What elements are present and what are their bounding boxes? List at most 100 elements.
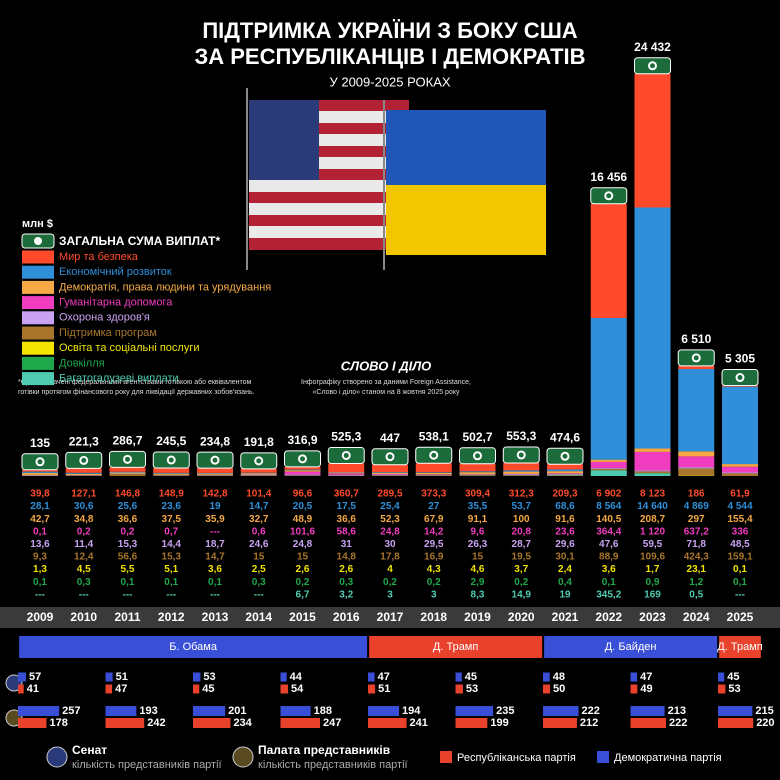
x-tick-label: 2013 <box>202 610 229 624</box>
x-tick-label: 2015 <box>289 610 316 624</box>
bar-segment <box>547 473 583 474</box>
senate-dem-bar <box>105 672 113 682</box>
bar-segment <box>284 469 321 471</box>
value-label: 15 <box>253 552 265 563</box>
value-label: 59,5 <box>643 539 663 550</box>
senate-dem-bar <box>718 672 725 682</box>
bar-total-label: 16 456 <box>590 170 627 184</box>
bar-segment <box>22 474 58 476</box>
senate-rep-bar <box>630 684 638 694</box>
dollar-icon <box>606 193 612 199</box>
value-label: 345,2 <box>596 589 621 600</box>
legend-label: Демократія, права людини та урядування <box>59 281 271 293</box>
bar-segment <box>503 471 540 474</box>
bar-segment <box>284 466 321 470</box>
bar-total-label: 553,3 <box>506 429 536 443</box>
x-tick-label: 2024 <box>683 610 710 624</box>
value-label: 155,4 <box>727 514 752 525</box>
legend-label: Охорона здоров'я <box>59 312 150 324</box>
legend-total: ЗАГАЛЬНА СУМА ВИПЛАТ* <box>59 234 220 248</box>
bar-segment <box>240 475 277 476</box>
senate-dem-bar <box>280 672 287 682</box>
value-label: 58,6 <box>337 526 357 537</box>
bar-total-label: 286,7 <box>112 433 142 447</box>
senate-rep-bar <box>718 684 726 694</box>
dollar-icon <box>37 459 43 465</box>
value-label: 96,6 <box>293 489 313 500</box>
value-label: 27 <box>428 501 440 512</box>
house-rep-bar <box>718 718 754 728</box>
value-label: 36,6 <box>337 514 357 525</box>
footnote: *Суми, сплачені федеральними агентствами… <box>18 378 252 386</box>
value-label: 3,2 <box>339 589 353 600</box>
dollar-icon <box>168 457 174 463</box>
value-label: 3 <box>431 589 437 600</box>
bar-segment <box>240 468 277 473</box>
value-label: 312,3 <box>509 489 534 500</box>
value-label: 9,6 <box>471 526 485 537</box>
house-dem-bar <box>368 706 400 716</box>
senate-dem-count: 53 <box>203 671 215 683</box>
senate-rep-bar <box>368 684 376 694</box>
value-label: 25,6 <box>118 501 138 512</box>
value-label: 2,6 <box>339 564 353 575</box>
bar-segment <box>590 467 627 469</box>
legend-swatch <box>22 311 54 325</box>
legend-label: Освіта та соціальні послуги <box>59 342 200 354</box>
source: «Слово і діло» станом на 8 жовтня 2025 р… <box>313 388 460 396</box>
bar-segment <box>197 472 233 474</box>
value-label: 1,7 <box>646 564 660 575</box>
bar-total-label: 191,8 <box>244 435 274 449</box>
bar-segment <box>240 472 277 474</box>
bar-segment <box>722 386 758 465</box>
value-label: 101,6 <box>290 526 315 537</box>
senate-rep-bar <box>193 684 200 694</box>
senate-dem-count: 48 <box>553 671 565 683</box>
bar-segment <box>328 472 365 474</box>
value-label: 12,4 <box>74 552 94 563</box>
value-label: 146,8 <box>115 489 140 500</box>
senate-rep-count: 49 <box>640 683 652 695</box>
bar-segment <box>547 464 583 470</box>
bar-segment <box>547 474 583 476</box>
year-band <box>0 607 780 628</box>
legend-swatch <box>22 250 54 264</box>
value-label: 53,7 <box>512 501 532 512</box>
house-rep-bar <box>368 718 407 728</box>
bar-segment <box>328 474 365 476</box>
value-label: 5,1 <box>164 564 178 575</box>
senate-rep-bar <box>543 684 550 694</box>
x-tick-label: 2010 <box>70 610 97 624</box>
house-rep-count: 178 <box>49 717 67 729</box>
bar-segment <box>503 470 540 472</box>
legend-label: Багатогалузеві виплати <box>59 373 179 385</box>
senate-dem-bar <box>543 672 550 682</box>
bar-segment <box>284 474 321 476</box>
legend-label: Гуманітарна допомога <box>59 297 173 309</box>
senate-rep-count: 47 <box>115 683 127 695</box>
value-label: 4,3 <box>427 564 441 575</box>
legend-swatch <box>22 341 54 355</box>
bar-segment <box>372 474 408 476</box>
value-label: 29,6 <box>555 539 575 550</box>
house-dem-count: 188 <box>314 705 332 717</box>
value-label: 2,6 <box>296 564 310 575</box>
house-dem-bar <box>455 706 494 716</box>
value-label: 0,2 <box>77 526 91 537</box>
legend-swatch <box>22 296 54 310</box>
bar-segment <box>65 473 102 476</box>
senate-rep-count: 51 <box>378 683 390 695</box>
value-label: 0,1 <box>121 577 135 588</box>
house-rep-count: 222 <box>669 717 687 729</box>
bar-segment <box>722 385 758 387</box>
bar-segment <box>153 472 190 474</box>
house-rep-bar <box>630 718 667 728</box>
house-dem-count: 257 <box>62 705 80 717</box>
value-label: 28,7 <box>512 539 532 550</box>
house-sublabel: кількість представників партії <box>258 759 408 771</box>
dollar-icon <box>518 452 524 458</box>
value-label: 6 902 <box>596 489 621 500</box>
value-label: 159,1 <box>727 552 752 563</box>
bar-total-label: 316,9 <box>287 433 317 447</box>
bar-segment <box>590 459 627 462</box>
